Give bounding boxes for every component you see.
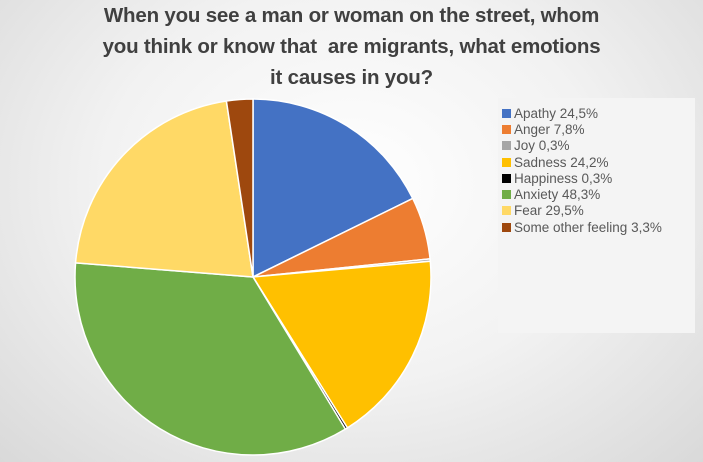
legend-label: Joy 0,3%	[514, 138, 570, 154]
legend-item: Some other feeling 3,3%	[502, 219, 695, 235]
legend-item: Anxiety 48,3%	[502, 186, 695, 202]
legend-item: Anger 7,8%	[502, 121, 695, 137]
chart-title: When you see a man or woman on the stree…	[0, 0, 703, 93]
legend-swatch	[502, 222, 511, 232]
legend-label: Fear 29,5%	[514, 203, 584, 219]
legend-item: Happiness 0,3%	[502, 170, 695, 186]
legend-label: Sadness 24,2%	[514, 154, 609, 170]
chart-title-line: you think or know that are migrants, wha…	[102, 35, 601, 58]
legend-swatch	[502, 108, 511, 118]
legend-label: Anxiety 48,3%	[514, 187, 601, 203]
legend-item: Joy 0,3%	[502, 138, 695, 154]
pie-slice-some-other-feeling	[225, 98, 254, 278]
legend-item: Apathy 24,5%	[502, 105, 695, 121]
legend-label: Some other feeling 3,3%	[514, 219, 662, 235]
pie-slice-sadness	[251, 260, 432, 429]
chart-title-line: When you see a man or woman on the stree…	[103, 4, 600, 27]
legend-item: Sadness 24,2%	[502, 154, 695, 170]
chart-title-line: it causes in you?	[270, 66, 433, 89]
legend-label: Apathy 24,5%	[514, 105, 599, 121]
pie-slice-fear	[74, 100, 254, 278]
legend-label: Anger 7,8%	[514, 121, 585, 137]
legend-swatch	[502, 190, 511, 200]
legend-swatch	[502, 124, 511, 134]
pie-slice-apathy	[252, 98, 414, 279]
legend-swatch	[502, 173, 511, 183]
legend-item: Fear 29,5%	[502, 203, 695, 219]
legend-swatch	[502, 157, 511, 167]
pie-slice-anxiety	[74, 262, 347, 456]
legend-swatch	[502, 206, 511, 216]
legend-swatch	[502, 141, 511, 151]
legend: Apathy 24,5% Anger 7,8% Joy 0,3% Sadness 24…	[498, 98, 695, 333]
legend-label: Happiness 0,3%	[514, 170, 613, 186]
